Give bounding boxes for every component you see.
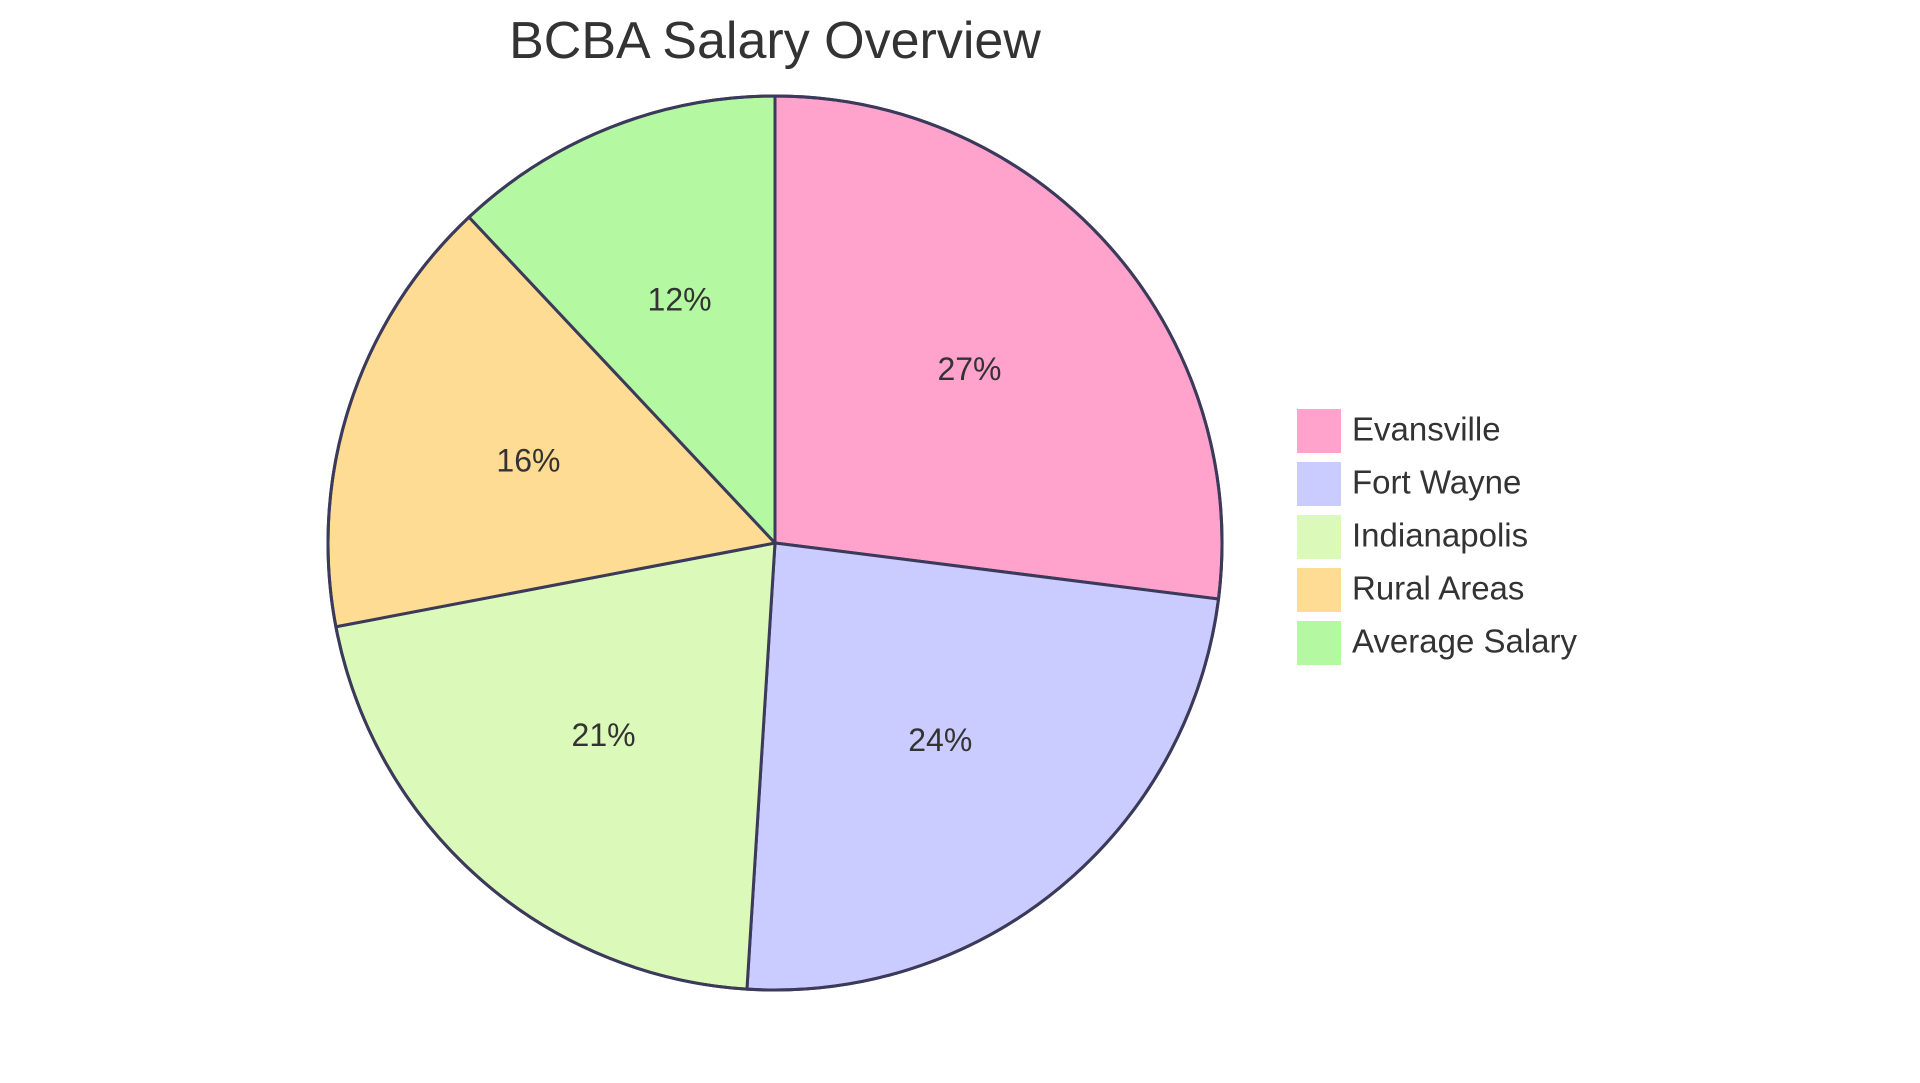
legend-item: Fort Wayne: [1295, 460, 1521, 508]
pie-slice-value-label: 16%: [496, 442, 560, 478]
legend-label: Rural Areas: [1352, 570, 1524, 607]
legend-label: Evansville: [1352, 411, 1501, 448]
pie-slices: [326, 94, 1224, 992]
legend-swatch: [1295, 513, 1343, 561]
pie-slice-labels: 27% 24% 21% 16% 12%: [496, 281, 1001, 758]
pie-slice-value-label: 12%: [648, 281, 712, 317]
legend-swatch: [1295, 619, 1343, 667]
legend-swatch: [1295, 460, 1343, 508]
chart-title: BCBA Salary Overview: [509, 12, 1041, 70]
legend-item: Average Salary: [1295, 619, 1578, 667]
legend-swatch: [1295, 407, 1343, 455]
legend-item: Indianapolis: [1295, 513, 1528, 561]
pie-slice-value-label: 27%: [937, 351, 1001, 387]
legend: Evansville Fort Wayne Indianapolis Rural Ar…: [1295, 407, 1578, 667]
pie-slice-evansville: [773, 94, 1224, 601]
pie-outline: [326, 94, 1224, 992]
legend-item: Rural Areas: [1295, 566, 1524, 614]
legend-item: Evansville: [1295, 407, 1501, 455]
legend-swatch: [1295, 566, 1343, 614]
pie-slice-value-label: 24%: [908, 722, 972, 758]
pie-slice-value-label: 21%: [572, 717, 636, 753]
legend-label: Average Salary: [1352, 623, 1578, 660]
legend-label: Indianapolis: [1352, 517, 1528, 554]
legend-label: Fort Wayne: [1352, 464, 1521, 501]
pie-slice-fort-wayne: [745, 541, 1221, 992]
